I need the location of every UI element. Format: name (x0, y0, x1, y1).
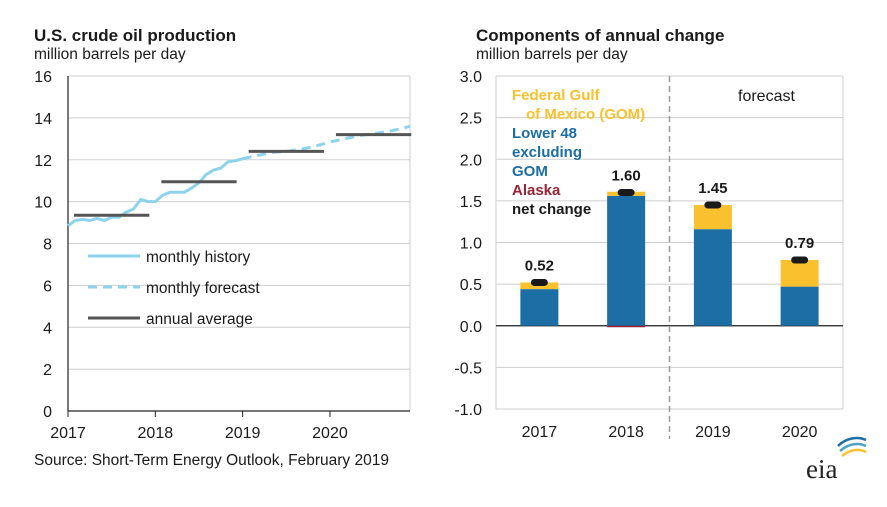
bar-gom (693, 205, 732, 230)
left-chart-subtitle: million barrels per day (34, 46, 186, 63)
y-tick-label: 0 (43, 404, 52, 421)
bar-gom (780, 259, 819, 287)
y-tick-label: 12 (34, 153, 52, 170)
legend-label: Federal Gulf (512, 87, 601, 104)
y-tick-label: 4 (43, 320, 52, 337)
y-tick-label: -1.0 (454, 402, 482, 419)
y-tick-label: 3.0 (460, 69, 482, 86)
eia-logo-text: eia (806, 454, 837, 484)
legend-label: net change (512, 201, 591, 218)
bar-lower48 (607, 195, 646, 326)
y-tick-label: 6 (43, 278, 52, 295)
x-tick-label: 2019 (695, 424, 731, 441)
y-tick-label: 0.5 (460, 277, 482, 294)
eia-logo: eia (806, 436, 867, 484)
y-tick-label: 1.0 (460, 236, 482, 253)
bar-alaska (607, 325, 646, 328)
forecast-label: forecast (738, 88, 795, 105)
logo-arc-icon (839, 442, 867, 452)
bar-lower48 (520, 289, 559, 326)
y-tick-label: 16 (34, 69, 52, 86)
bar-lower48 (693, 229, 732, 326)
source-note: Source: Short-Term Energy Outlook, Febru… (34, 452, 389, 469)
y-tick-label: 2.5 (460, 111, 482, 128)
x-tick-label: 2017 (50, 425, 86, 442)
x-tick-label: 2018 (608, 424, 644, 441)
x-tick-label: 2020 (782, 424, 818, 441)
y-tick-label: 2 (43, 362, 52, 379)
legend-label: Alaska (512, 182, 561, 199)
legend-label: Lower 48 (512, 125, 577, 142)
legend-label: GOM (512, 163, 548, 180)
right-chart-subtitle: million barrels per day (476, 46, 628, 63)
data-label: 0.52 (525, 257, 554, 274)
logo-arc-icon (837, 436, 867, 447)
legend-label: annual average (146, 311, 253, 328)
production-line-chart: 0 2 4 6 8 10 12 14 16 2017 2018 2019 2020 monthly his… (34, 69, 412, 442)
y-tick-label: 14 (34, 111, 52, 128)
legend-label: of Mexico (GOM) (526, 106, 645, 123)
x-tick-label: 2019 (225, 425, 261, 442)
bar-lower48 (780, 286, 819, 326)
left-chart-title: U.S. crude oil production (34, 26, 237, 45)
x-tick-label: 2017 (522, 424, 558, 441)
series-line-monthly-history (67, 157, 244, 227)
y-tick-label: 1.5 (460, 194, 482, 211)
logo-arc-icon (841, 448, 867, 457)
right-chart-title: Components of annual change (476, 26, 725, 45)
y-tick-label: 10 (34, 195, 52, 212)
y-tick-label: 2.0 (460, 152, 482, 169)
y-tick-label: -0.5 (454, 360, 482, 377)
legend-label: excluding (512, 144, 582, 161)
data-label: 1.60 (612, 168, 641, 185)
data-label: 1.45 (698, 180, 727, 197)
series-line-monthly-forecast (242, 124, 411, 161)
data-label: 0.79 (785, 235, 814, 252)
x-tick-label: 2018 (138, 425, 174, 442)
legend-label: monthly forecast (146, 280, 260, 297)
legend-label: monthly history (146, 249, 250, 266)
y-tick-label: 8 (43, 237, 52, 254)
y-tick-label: 0.0 (460, 319, 482, 336)
x-tick-label: 2020 (312, 425, 348, 442)
annual-change-bar-chart: 3.0 2.5 2.0 1.5 1.0 0.5 0.0 -0.5 -1.0 forecast 201… (454, 69, 844, 441)
